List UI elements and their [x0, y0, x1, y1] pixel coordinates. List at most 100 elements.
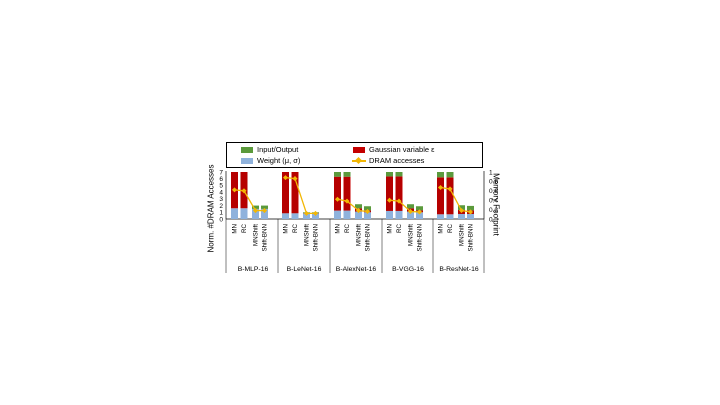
dram-accesses-point	[396, 198, 402, 204]
y-tick-label: 3	[219, 196, 223, 203]
category-label: MN	[283, 224, 290, 234]
bar-gaussian	[446, 177, 454, 215]
bar-input-output	[446, 172, 454, 178]
category-label: MN	[232, 224, 239, 234]
bar-input-output	[355, 204, 362, 209]
bar-weight	[446, 214, 454, 219]
bar-weight	[386, 210, 393, 219]
category-label: Shift-BNN	[262, 224, 269, 252]
bar-gaussian	[386, 176, 393, 211]
dram-accesses-point	[312, 210, 319, 216]
bar-weight	[343, 210, 351, 219]
dram-accesses-line	[440, 186, 471, 213]
dram-accesses-point	[407, 208, 414, 215]
bar-weight	[355, 211, 362, 219]
legend-swatch-input-output	[241, 147, 253, 153]
dram-accesses-point	[386, 197, 393, 203]
category-label: MN	[438, 224, 445, 234]
bar-weight	[407, 211, 414, 219]
bar-input-output	[467, 205, 474, 211]
y2-tick-label: 0.6	[489, 188, 498, 195]
dram-accesses-line	[337, 198, 368, 213]
bar-input-output	[386, 172, 393, 177]
bar-input-output	[416, 206, 423, 211]
category-label: RC	[447, 223, 454, 232]
category-label: MNShift	[304, 224, 311, 246]
chart-legend: Input/Output Gaussian variable ε Weight …	[226, 142, 483, 168]
legend-label-input-output: Input/Output	[257, 145, 299, 154]
bar-input-output	[261, 205, 268, 209]
y2-tick-label: 0.8	[489, 179, 498, 186]
y2-tick-label: 0	[489, 216, 493, 223]
dram-accesses-point	[344, 198, 350, 204]
bar-weight	[458, 213, 465, 219]
dram-accesses-point	[416, 209, 423, 215]
bar-gaussian	[395, 176, 403, 211]
bar-input-output	[407, 204, 414, 209]
y-tick-label: 0	[219, 216, 223, 223]
bar-weight	[291, 213, 299, 219]
bar-input-output	[343, 172, 351, 177]
dram-accesses-point	[282, 175, 289, 181]
dram-accesses-line	[389, 199, 420, 213]
legend-swatch-dram-accesses	[352, 160, 366, 162]
y-tick-label: 4	[219, 189, 223, 196]
category-label: RC	[396, 223, 403, 232]
y-tick-label: 5	[219, 183, 223, 190]
bar-gaussian	[334, 176, 341, 211]
group-label: B-VGG-16	[392, 266, 424, 273]
group-label: B-LeNet-16	[287, 266, 322, 273]
category-label: Shift-BNN	[365, 224, 372, 252]
bar-weight	[395, 210, 403, 219]
dram-accesses-point	[292, 176, 298, 182]
bar-input-output	[252, 205, 259, 209]
category-label: RC	[241, 223, 248, 232]
legend-label-weight: Weight (μ, σ)	[257, 156, 301, 165]
bar-weight	[437, 214, 444, 219]
category-label: RC	[344, 223, 351, 232]
bar-input-output	[437, 172, 444, 178]
dram-accesses-point	[303, 210, 310, 216]
y2-tick-label: 0.4	[489, 198, 498, 205]
bar-gaussian	[437, 177, 444, 215]
legend-swatch-weight	[241, 158, 253, 164]
bar-gaussian	[282, 172, 289, 214]
bar-weight	[312, 213, 319, 219]
bar-input-output	[334, 172, 341, 177]
category-label: MNShift	[459, 224, 466, 246]
category-label: RC	[292, 223, 299, 232]
bar-input-output	[458, 205, 465, 210]
bar-weight	[364, 212, 371, 219]
category-label: MN	[387, 224, 394, 234]
legend-swatch-gaussian	[353, 147, 365, 153]
dram-accesses-point	[467, 209, 474, 215]
bar-weight	[334, 210, 341, 219]
bar-weight	[261, 208, 268, 219]
bar-weight	[231, 208, 238, 219]
y2-tick-label: 1	[489, 169, 493, 176]
dram-accesses-point	[364, 208, 371, 215]
group-label: B-ResNet-16	[439, 266, 479, 273]
dram-accesses-line	[234, 189, 265, 212]
bar-input-output	[395, 172, 403, 177]
y-tick-label: 7	[219, 169, 223, 176]
y2-tick-label: 0.2	[489, 207, 498, 214]
y2-axis-title: Memory Footprint	[491, 173, 501, 236]
group-label: B-AlexNet-16	[336, 266, 377, 273]
category-label: MNShift	[356, 224, 363, 246]
group-label: B-MLP-16	[238, 266, 269, 273]
bar-weight	[416, 212, 423, 219]
y-tick-label: 6	[219, 176, 223, 183]
category-label: Shift-BNN	[313, 224, 320, 252]
dram-accesses-line	[285, 176, 316, 215]
bar-weight	[467, 213, 474, 219]
dram-accesses-point	[447, 186, 453, 192]
legend-label-dram-accesses: DRAM accesses	[369, 156, 425, 165]
category-label: MNShift	[408, 224, 415, 246]
category-label: MN	[335, 224, 342, 234]
category-label: MNShift	[253, 224, 260, 246]
dram-accesses-point	[231, 187, 238, 193]
y-tick-label: 1	[219, 210, 223, 217]
dram-accesses-point	[241, 188, 247, 194]
